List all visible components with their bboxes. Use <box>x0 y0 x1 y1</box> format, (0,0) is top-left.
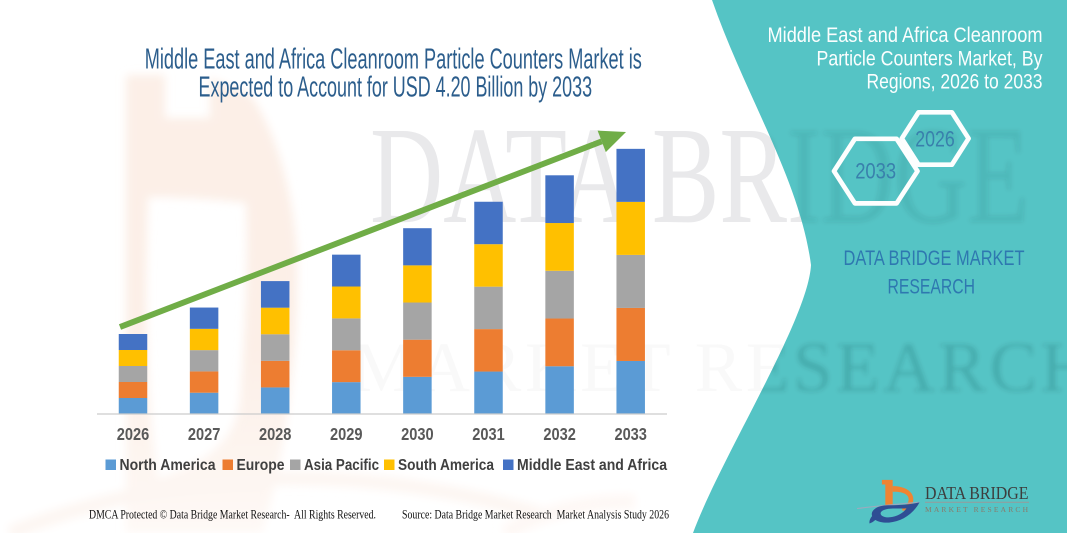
svg-text:DATA BRIDGE MARKET: DATA BRIDGE MARKET <box>844 247 1025 270</box>
svg-text:2033: 2033 <box>614 424 647 444</box>
svg-text:North America: North America <box>120 457 216 474</box>
svg-text:Expected to Account for USD 4.: Expected to Account for USD 4.20 Billion… <box>199 72 593 104</box>
svg-text:Middle East and Africa Cleanro: Middle East and Africa Cleanroom <box>768 24 1043 47</box>
svg-text:2030: 2030 <box>401 424 434 444</box>
svg-text:Middle East and Africa: Middle East and Africa <box>517 457 667 474</box>
svg-text:2026: 2026 <box>117 424 150 444</box>
svg-text:Middle East and Africa Cleanro: Middle East and Africa Cleanroom Particl… <box>145 44 642 76</box>
svg-text:Source: Data Bridge Market Res: Source: Data Bridge Market Research Mark… <box>402 508 669 522</box>
svg-text:2029: 2029 <box>330 424 363 444</box>
svg-text:RESEARCH: RESEARCH <box>888 276 976 299</box>
svg-text:2026: 2026 <box>915 127 955 152</box>
svg-text:MARKET RESEARCH: MARKET RESEARCH <box>925 505 1029 514</box>
svg-text:2031: 2031 <box>472 424 505 444</box>
svg-text:Particle Counters Market, By: Particle Counters Market, By <box>817 47 1043 70</box>
svg-text:DATA BRIDGE: DATA BRIDGE <box>925 483 1029 503</box>
svg-text:DMCA Protected © Data Bridge M: DMCA Protected © Data Bridge Market Rese… <box>89 508 376 522</box>
svg-text:2028: 2028 <box>259 424 292 444</box>
svg-text:2032: 2032 <box>543 424 576 444</box>
svg-text:South America: South America <box>398 457 494 474</box>
svg-text:Regions, 2026 to 2033: Regions, 2026 to 2033 <box>867 71 1043 94</box>
svg-text:2033: 2033 <box>855 159 896 184</box>
svg-text:Asia Pacific: Asia Pacific <box>304 457 379 474</box>
svg-text:Europe: Europe <box>237 457 285 474</box>
svg-text:2027: 2027 <box>188 424 221 444</box>
